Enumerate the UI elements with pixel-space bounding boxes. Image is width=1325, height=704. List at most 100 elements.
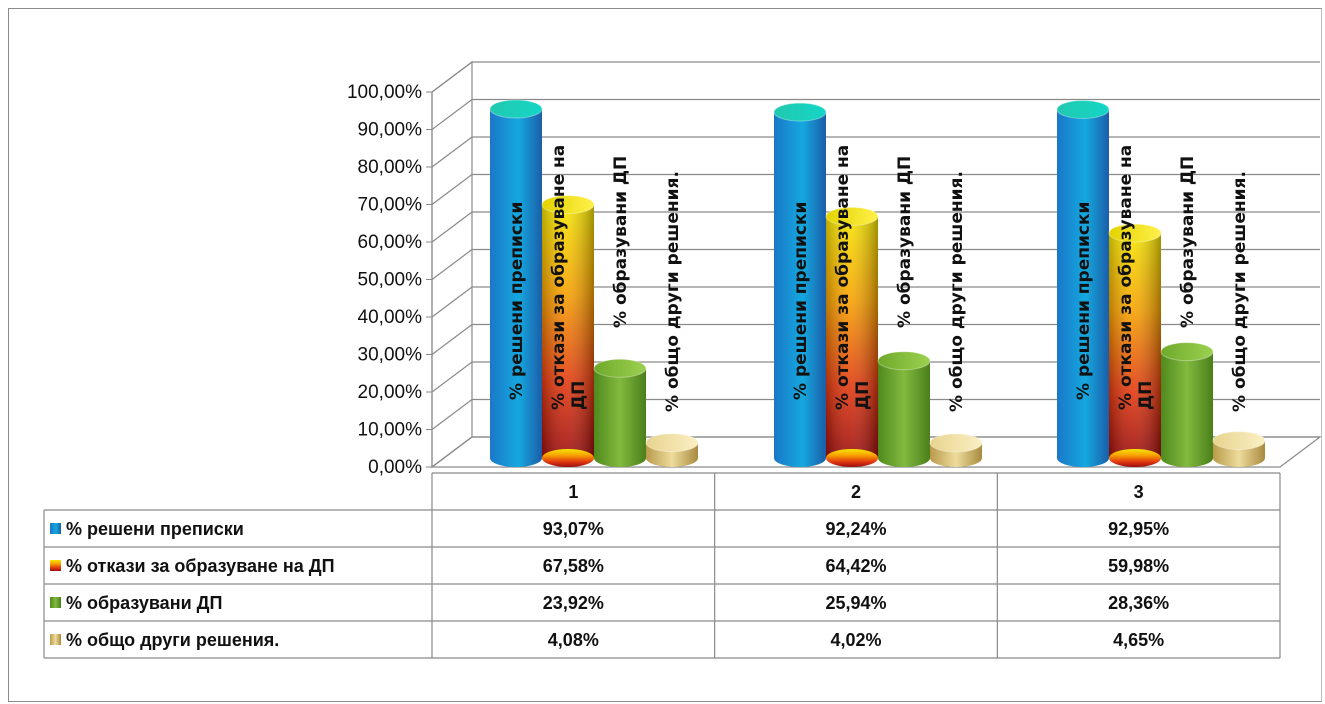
data-label: 4,65% xyxy=(1113,630,1164,650)
bar-label: % образувани ДП xyxy=(1178,156,1198,328)
bar-base xyxy=(930,449,982,467)
bar-label-line: % решени преписки xyxy=(791,202,811,400)
data-label: 4,08% xyxy=(548,630,599,650)
bar-base xyxy=(594,449,646,467)
gridline xyxy=(431,136,1320,168)
category-label: 2 xyxy=(851,482,861,502)
bar-shade xyxy=(1109,233,1161,458)
y-tick-label: 0,00% xyxy=(368,457,422,478)
y-tick-label: 80,00% xyxy=(358,157,423,178)
bar: % образувани ДП xyxy=(593,156,647,467)
bar: % образувани ДП xyxy=(1160,156,1214,467)
bar-base xyxy=(774,449,826,467)
data-label: 25,94% xyxy=(825,593,886,613)
gridline xyxy=(431,173,1320,205)
data-label: 92,24% xyxy=(825,519,886,539)
y-tick-label: 30,00% xyxy=(358,345,423,366)
gridline xyxy=(431,98,1320,130)
bar-top xyxy=(1108,223,1162,243)
bar-label-line: ДП xyxy=(853,381,873,410)
bar: % общо други решения. xyxy=(1212,171,1266,467)
bar-label-line: % общо други решения. xyxy=(663,171,683,412)
gridline xyxy=(431,361,1320,393)
gridline xyxy=(431,211,1320,243)
bar-body xyxy=(878,360,930,458)
bar-label: % откази за образуване наДП xyxy=(833,145,873,410)
data-label: 92,95% xyxy=(1108,519,1169,539)
bar: % откази за образуване наДП xyxy=(825,145,879,467)
bar-top xyxy=(929,433,983,453)
bar-label-line: % образувани ДП xyxy=(611,156,631,328)
bar-base xyxy=(1213,449,1265,467)
bar-label: % образувани ДП xyxy=(895,156,915,328)
bar-body xyxy=(774,112,826,458)
bar-label: % общо други решения. xyxy=(663,171,683,412)
bar-label: % решени преписки xyxy=(507,202,527,400)
data-label: 64,42% xyxy=(825,556,886,576)
bar-base xyxy=(1161,449,1213,467)
bar-top xyxy=(593,358,647,378)
legend-key xyxy=(50,560,61,571)
bar-label-line: % решени преписки xyxy=(507,202,527,400)
bar: % откази за образуване наДП xyxy=(1108,145,1162,467)
bar-label: % откази за образуване наДП xyxy=(549,145,589,410)
category-label: 3 xyxy=(1134,482,1144,502)
data-label: 59,98% xyxy=(1108,556,1169,576)
bar-label: % решени преписки xyxy=(791,202,811,400)
gridline xyxy=(431,323,1320,355)
bar-label-line: % откази за образуване на xyxy=(833,145,853,410)
bar-top xyxy=(645,433,699,453)
bar-label: % общо други решения. xyxy=(1230,171,1250,412)
y-tick-label: 100,00% xyxy=(347,82,422,103)
bar-base xyxy=(1109,449,1161,467)
bar-label-line: % образувани ДП xyxy=(1178,156,1198,328)
bar-label: % общо други решения. xyxy=(947,171,967,412)
legend-label: % откази за образуване на ДП xyxy=(66,556,335,576)
legend-label: % решени преписки xyxy=(66,519,244,539)
bar-body xyxy=(1161,351,1213,458)
y-tick-label: 90,00% xyxy=(358,120,423,141)
bar: % решени преписки xyxy=(773,102,827,467)
y-tick-label: 20,00% xyxy=(358,382,423,403)
y-tick-label: 60,00% xyxy=(358,232,423,253)
bar-top xyxy=(1160,342,1214,362)
bar-top xyxy=(489,99,543,119)
legend-key xyxy=(50,634,61,645)
bar-base xyxy=(826,449,878,467)
legend-label: % общо други решения. xyxy=(66,630,279,650)
bar: % решени преписки xyxy=(489,99,543,467)
bar-top xyxy=(877,351,931,371)
bar-shade xyxy=(542,204,594,458)
bar: % общо други решения. xyxy=(929,171,983,467)
bar-label-line: % образувани ДП xyxy=(895,156,915,328)
bar-label-line: % откази за образуване на xyxy=(1116,145,1136,410)
bar-label-line: % откази за образуване на xyxy=(549,145,569,410)
legend-label: % образувани ДП xyxy=(66,593,222,613)
bar-label: % образувани ДП xyxy=(611,156,631,328)
y-tick-label: 40,00% xyxy=(358,307,423,328)
gridline xyxy=(431,61,1320,93)
bar-label-line: % решени преписки xyxy=(1074,202,1094,400)
bar-label-line: ДП xyxy=(569,381,589,410)
bar-body xyxy=(1057,109,1109,458)
data-label: 23,92% xyxy=(543,593,604,613)
bar-top xyxy=(1056,99,1110,119)
bar-top xyxy=(541,195,595,215)
bar-top xyxy=(773,102,827,122)
y-tick-label: 70,00% xyxy=(358,195,423,216)
bar: % общо други решения. xyxy=(645,171,699,467)
gridline xyxy=(431,398,1320,430)
bar-top xyxy=(825,206,879,226)
bar-label: % решени преписки xyxy=(1074,202,1094,400)
gridline xyxy=(431,286,1320,318)
legend-key xyxy=(50,597,61,608)
bar-base xyxy=(646,449,698,467)
legend-key xyxy=(50,523,61,534)
bar-base xyxy=(878,449,930,467)
bar: % откази за образуване наДП xyxy=(541,145,595,467)
bar-body xyxy=(490,108,542,459)
bar-label: % откази за образуване наДП xyxy=(1116,145,1156,410)
category-label: 1 xyxy=(568,482,578,502)
y-tick-label: 50,00% xyxy=(358,270,423,291)
